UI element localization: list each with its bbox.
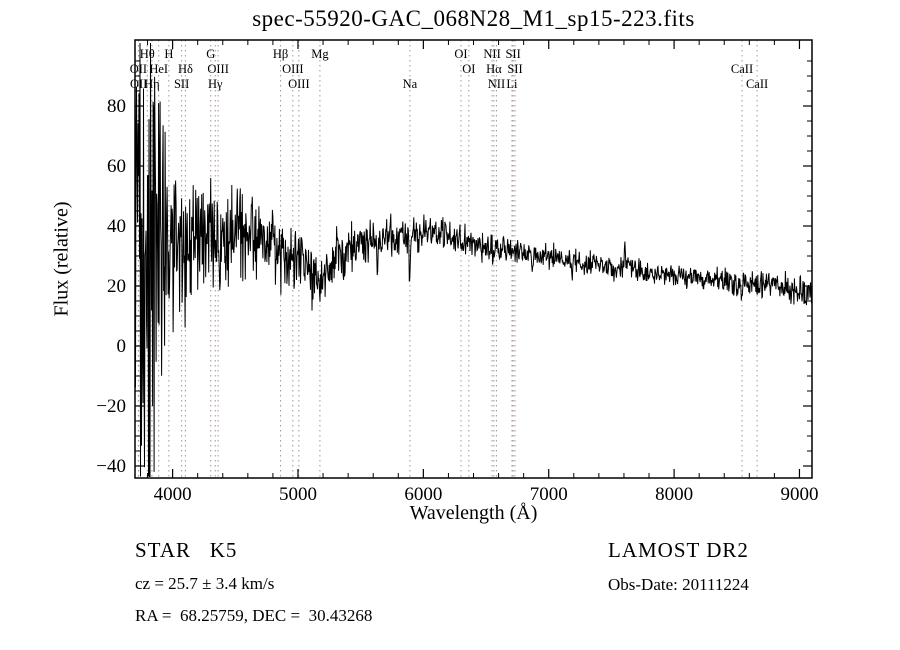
x-tick-label: 7000 bbox=[530, 484, 568, 505]
y-tick-label: −20 bbox=[96, 396, 126, 417]
spectral-line-label: SII bbox=[174, 77, 189, 91]
spectral-line-label: Mg bbox=[311, 47, 329, 61]
spectral-line-label: H bbox=[164, 47, 173, 61]
spectral-line-label: CaII bbox=[746, 77, 768, 91]
y-tick-label: 0 bbox=[117, 336, 127, 357]
spectral-line-label: OIII bbox=[288, 77, 310, 91]
x-tick-label: 4000 bbox=[154, 484, 192, 505]
spectral-line-label: OIII bbox=[282, 62, 304, 76]
cz-value-label: cz = 25.7 ± 3.4 km/s bbox=[135, 574, 275, 593]
survey-label: LAMOST DR2 bbox=[608, 538, 749, 562]
spectrum-trace bbox=[135, 42, 812, 477]
spectral-line-label: CaII bbox=[731, 62, 753, 76]
spectral-line-label: HeI bbox=[149, 62, 168, 76]
spectral-line-label: NII bbox=[483, 47, 500, 61]
y-tick-label: 60 bbox=[107, 156, 126, 177]
plot-box bbox=[134, 39, 813, 479]
spectral-line-label: Hγ bbox=[208, 77, 223, 91]
spectral-line-label: OI bbox=[462, 62, 475, 76]
spectral-line-label: OIII bbox=[207, 62, 229, 76]
spectral-line-label: Hη bbox=[144, 77, 160, 91]
ra-dec-label: RA = 68.25759, DEC = 30.43268 bbox=[135, 606, 373, 625]
spectral-line-label: Hθ bbox=[140, 47, 155, 61]
x-tick-label: 8000 bbox=[655, 484, 693, 505]
spectral-line-label: Li bbox=[506, 77, 518, 91]
y-tick-label: 80 bbox=[107, 96, 126, 117]
y-tick-label: 20 bbox=[107, 276, 126, 297]
spectral-line-label: G bbox=[206, 47, 215, 61]
obs-date-label: Obs-Date: 20111224 bbox=[608, 575, 749, 594]
spectral-line-label: Na bbox=[403, 77, 418, 91]
spectral-line-label: OI bbox=[454, 47, 467, 61]
x-tick-label: 6000 bbox=[404, 484, 442, 505]
x-axis-label: Wavelength (Å) bbox=[409, 502, 538, 524]
x-tick-label: 9000 bbox=[780, 484, 818, 505]
plot-title: spec-55920-GAC_068N28_M1_sp15-223.fits bbox=[252, 6, 695, 31]
spectral-line-label: NII bbox=[488, 77, 505, 91]
spectral-line-label: Hδ bbox=[178, 62, 193, 76]
spectral-line-label: Hα bbox=[486, 62, 502, 76]
spectral-line-label: SII bbox=[505, 47, 520, 61]
object-class-label: STAR K5 bbox=[135, 538, 238, 562]
spectral-line-label: SII bbox=[507, 62, 522, 76]
spectral-line-label: OII bbox=[130, 62, 147, 76]
y-tick-label: 40 bbox=[107, 216, 126, 237]
y-tick-label: −40 bbox=[96, 456, 126, 477]
x-tick-label: 5000 bbox=[279, 484, 317, 505]
spectral-line-label: Hβ bbox=[273, 47, 288, 61]
